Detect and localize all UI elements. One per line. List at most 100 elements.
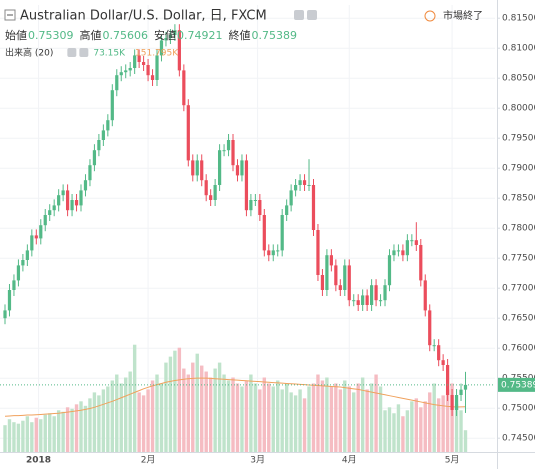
volume-bar [450,383,454,452]
candle-body [240,160,244,176]
candle-body [437,345,441,361]
volume-bar [168,356,173,452]
market-status: 市場終了 [443,9,483,22]
candle-body [30,235,34,251]
volume-bar [110,380,115,452]
candle-body [213,185,217,200]
volume-bar [173,350,177,452]
status-icon [424,10,436,22]
x-tick-label: 4月 [342,455,357,466]
volume-bar [325,377,329,452]
volume-bar [231,377,235,452]
candle-body [369,285,374,305]
candle-body [392,250,396,256]
ohlc-value: 0.75309 [28,29,74,42]
candle-body [141,62,146,65]
candle-body [52,205,56,211]
volume-bar [30,422,34,452]
volume-bar [25,416,30,452]
volume-bar [43,414,47,452]
volume-bar [352,392,356,452]
candle-body [25,250,29,260]
close-button[interactable] [307,10,317,20]
volume-bar [106,386,110,452]
volume-bar [445,389,450,452]
candle-body [419,245,423,281]
volume-bar [365,389,369,452]
volume-close-button[interactable] [79,48,89,57]
volume-bar [70,408,74,452]
candle-body [329,255,333,266]
candle-body [226,140,231,151]
volume-bar [159,383,164,452]
candle-body [48,210,52,215]
candle-body [450,395,454,410]
candle-body [128,68,132,71]
volume-bar [155,374,159,452]
volume-bar [253,383,258,452]
volume-settings-button[interactable] [67,48,77,57]
volume-bar [235,383,240,452]
candle-body [378,300,383,302]
candle-body [302,180,307,185]
volume-bar [293,395,298,452]
candle-body [34,235,38,239]
candle-body [124,70,128,73]
volume-bar [83,405,88,452]
volume-bar [48,413,52,452]
candle-body [137,55,141,62]
volume-bar [21,420,25,452]
volume-bar [204,371,208,452]
candle-body [352,300,356,302]
volume-bar [119,383,123,452]
volume-bar [432,383,436,452]
ohlc-label: 終値 [229,28,251,42]
volume-bar [146,389,150,452]
volume-bar [378,386,383,452]
candle-body [164,38,168,41]
volume-bar [217,362,222,452]
volume-bar [128,371,132,452]
candle-body [298,180,302,185]
volume-bar [347,386,351,452]
candle-body [88,165,92,181]
last-price-box [498,377,535,392]
candle-body [191,160,195,176]
candle-body [3,310,7,319]
volume-bar [441,395,445,452]
volume-bar [226,380,231,452]
candle-body [276,250,280,252]
volume-bar [200,365,204,452]
volume-bar [311,383,316,452]
candle-body [222,150,226,152]
chart-title: Australian Dollar/U.S. Dollar, 日, FXCM [20,9,267,24]
candle-body [16,265,21,281]
candle-body [21,260,25,266]
candle-body [338,285,342,290]
candle-body [186,105,190,161]
candle-body [115,75,119,91]
candle-body [12,280,16,290]
candle-body [43,215,47,226]
candle-body [253,200,257,201]
volume-legend-value: 73.15K [93,49,126,59]
volume-bar [88,398,92,452]
volume-bar [240,386,244,452]
x-tick-label: 5月 [445,455,460,466]
volume-bar [39,419,43,452]
volume-bar [392,413,396,452]
candle-body [325,255,329,290]
settings-button[interactable] [294,10,304,20]
volume-bar [79,401,83,452]
volume-bar [374,374,378,452]
volume-bar [52,416,56,452]
candle-body [200,160,204,181]
volume-bar [369,383,374,452]
